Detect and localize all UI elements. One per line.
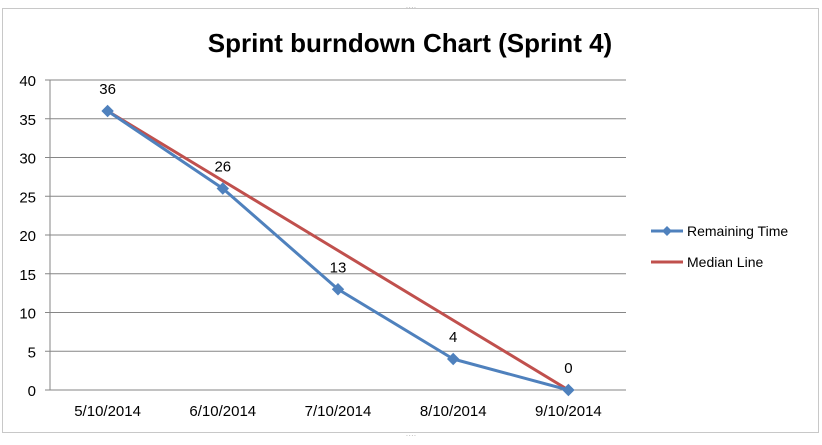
- data-label: 4: [449, 329, 457, 346]
- y-tick-label: 5: [28, 344, 36, 361]
- remaining-time-point: [101, 104, 114, 118]
- y-tick-label: 0: [28, 383, 36, 400]
- y-tick-label: 25: [19, 189, 36, 206]
- data-label: 26: [214, 159, 231, 176]
- series-group: [101, 104, 575, 397]
- x-tick-label: 5/10/2014: [74, 403, 141, 420]
- chart-title: Sprint burndown Chart (Sprint 4): [208, 28, 612, 58]
- x-tick-label: 8/10/2014: [420, 403, 487, 420]
- data-label: 13: [330, 259, 347, 276]
- y-tick-label: 20: [19, 228, 36, 245]
- data-label: 0: [564, 360, 572, 377]
- top-handle-icon: ····: [406, 3, 417, 12]
- y-tick-label: 15: [19, 267, 36, 284]
- data-label: 36: [99, 81, 116, 98]
- gridlines: [45, 79, 626, 391]
- remaining-time-point: [216, 182, 230, 195]
- x-tick-label: 6/10/2014: [189, 403, 256, 420]
- x-axis-ticks: 5/10/2014 6/10/2014 7/10/2014 8/10/2014 9/10…: [74, 403, 602, 420]
- median-line: [106, 109, 570, 392]
- legend-diamond-marker: [662, 226, 672, 236]
- chart-border: [2, 8, 819, 433]
- legend-remaining-time-label: Remaining Time: [687, 223, 788, 239]
- y-tick-label: 10: [19, 306, 36, 323]
- y-tick-label: 40: [19, 73, 36, 90]
- legend-median-line-label: Median Line: [687, 254, 763, 270]
- legend: Remaining Time Median Line: [651, 223, 788, 270]
- y-tick-label: 35: [19, 112, 36, 129]
- x-tick-label: 7/10/2014: [305, 403, 372, 420]
- x-tick-label: 9/10/2014: [535, 403, 602, 420]
- remaining-time-point: [562, 383, 575, 397]
- bottom-handle-icon: ····: [406, 431, 417, 440]
- remaining-time-point: [446, 352, 460, 366]
- remaining-time-point: [331, 283, 345, 296]
- y-tick-label: 30: [19, 151, 36, 168]
- y-axis-ticks: 0 5 10 15 20 25 30 35 40: [19, 73, 36, 400]
- data-labels: 36 26 13 4 0: [99, 81, 572, 377]
